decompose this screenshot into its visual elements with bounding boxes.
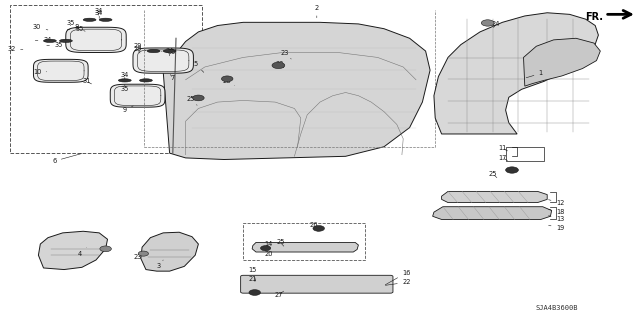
Polygon shape bbox=[433, 207, 552, 219]
Bar bbox=[243, 223, 365, 260]
Text: 25: 25 bbox=[186, 96, 197, 105]
Circle shape bbox=[100, 246, 111, 252]
Text: 27: 27 bbox=[274, 291, 284, 298]
Text: 28: 28 bbox=[223, 78, 234, 85]
Text: 34: 34 bbox=[95, 11, 104, 19]
Text: 35: 35 bbox=[120, 85, 129, 92]
Polygon shape bbox=[252, 242, 358, 252]
Polygon shape bbox=[434, 13, 598, 134]
Circle shape bbox=[260, 246, 271, 251]
Polygon shape bbox=[133, 48, 193, 73]
Ellipse shape bbox=[163, 49, 176, 53]
FancyBboxPatch shape bbox=[241, 275, 393, 293]
Text: 35: 35 bbox=[47, 42, 63, 48]
Circle shape bbox=[138, 251, 148, 256]
Circle shape bbox=[481, 20, 494, 26]
Ellipse shape bbox=[140, 79, 152, 82]
Polygon shape bbox=[524, 38, 600, 86]
Text: 3: 3 bbox=[157, 260, 163, 269]
Ellipse shape bbox=[44, 39, 56, 42]
Text: 25: 25 bbox=[276, 240, 285, 246]
Text: 25: 25 bbox=[488, 171, 497, 178]
Polygon shape bbox=[163, 22, 430, 160]
Ellipse shape bbox=[147, 49, 160, 53]
Text: 35: 35 bbox=[67, 26, 84, 32]
Bar bbox=[506, 147, 544, 161]
Text: 18: 18 bbox=[548, 209, 564, 215]
Text: SJA4B3600B: SJA4B3600B bbox=[536, 305, 578, 311]
Polygon shape bbox=[66, 27, 126, 53]
Text: 19: 19 bbox=[548, 225, 564, 231]
Text: 13: 13 bbox=[548, 216, 564, 221]
Polygon shape bbox=[442, 191, 547, 203]
Polygon shape bbox=[38, 231, 108, 270]
Text: 29: 29 bbox=[133, 43, 146, 50]
Text: 6: 6 bbox=[52, 153, 82, 164]
Text: 35: 35 bbox=[161, 49, 176, 55]
Circle shape bbox=[193, 95, 204, 101]
Text: 23: 23 bbox=[133, 251, 145, 260]
Text: 9: 9 bbox=[123, 106, 133, 113]
Circle shape bbox=[506, 167, 518, 173]
Text: 32: 32 bbox=[7, 47, 23, 52]
Text: 8: 8 bbox=[75, 24, 85, 31]
Text: 31: 31 bbox=[83, 78, 92, 84]
Text: 34: 34 bbox=[35, 37, 52, 43]
Ellipse shape bbox=[83, 18, 96, 21]
Text: 29: 29 bbox=[133, 47, 142, 53]
Text: 12: 12 bbox=[548, 200, 564, 205]
Text: 22: 22 bbox=[385, 279, 411, 285]
Text: 34: 34 bbox=[120, 72, 129, 79]
Text: 23: 23 bbox=[280, 50, 291, 59]
Circle shape bbox=[249, 290, 260, 295]
Ellipse shape bbox=[60, 39, 72, 42]
Polygon shape bbox=[33, 59, 88, 82]
Text: 2: 2 bbox=[315, 5, 319, 18]
Ellipse shape bbox=[118, 79, 131, 82]
Text: 34: 34 bbox=[165, 48, 174, 56]
Polygon shape bbox=[110, 84, 165, 107]
Text: 21: 21 bbox=[248, 276, 257, 282]
Text: 7: 7 bbox=[170, 75, 175, 81]
Ellipse shape bbox=[99, 18, 112, 21]
Text: FR.: FR. bbox=[585, 11, 603, 22]
Circle shape bbox=[221, 76, 233, 82]
Text: 24: 24 bbox=[492, 21, 500, 27]
Text: 4: 4 bbox=[78, 247, 86, 256]
Bar bbox=[10, 5, 202, 153]
Text: 34: 34 bbox=[95, 8, 104, 15]
Polygon shape bbox=[141, 232, 198, 271]
Text: 1: 1 bbox=[526, 70, 543, 78]
Text: 20: 20 bbox=[264, 251, 273, 256]
Text: 16: 16 bbox=[385, 270, 411, 285]
Circle shape bbox=[272, 62, 285, 69]
Text: 5: 5 bbox=[193, 61, 204, 72]
Text: 15: 15 bbox=[248, 267, 257, 281]
Text: 30: 30 bbox=[33, 24, 48, 30]
Text: 17: 17 bbox=[498, 155, 508, 161]
Text: 26: 26 bbox=[309, 222, 318, 231]
Text: 14: 14 bbox=[264, 241, 273, 250]
Text: 35: 35 bbox=[66, 20, 75, 26]
Text: 33: 33 bbox=[276, 61, 284, 68]
Circle shape bbox=[313, 226, 324, 231]
Text: 11: 11 bbox=[499, 145, 508, 151]
Text: 10: 10 bbox=[33, 69, 47, 75]
